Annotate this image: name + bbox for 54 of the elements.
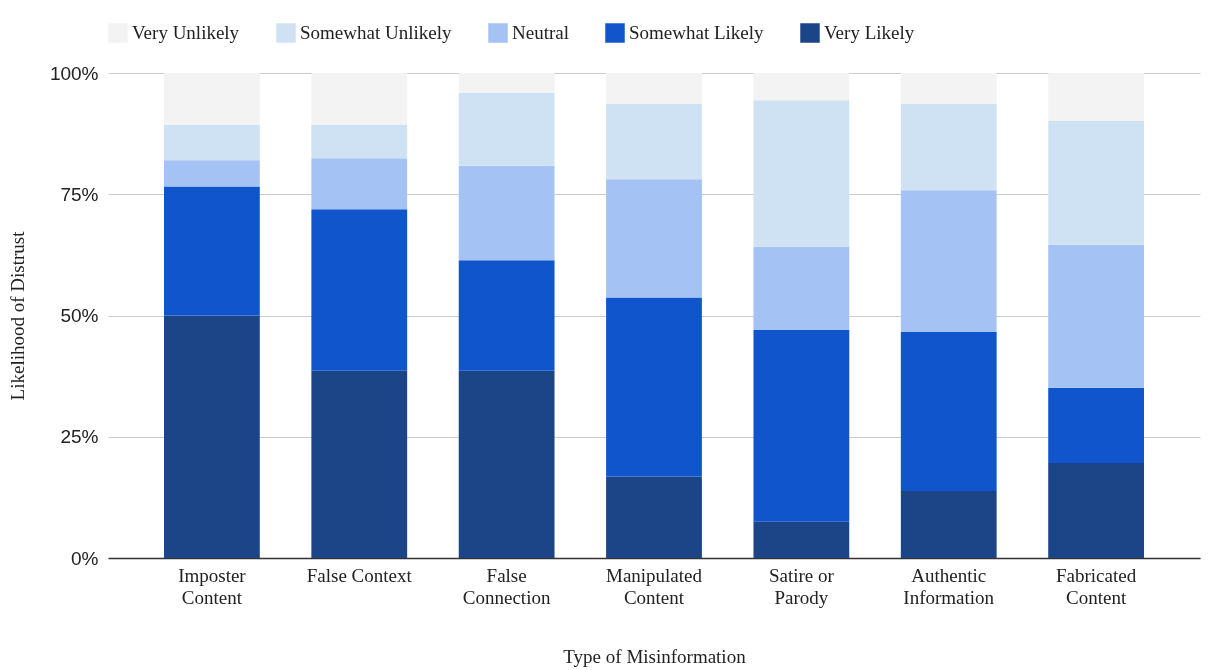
legend-label: Somewhat Likely — [629, 22, 765, 43]
bar — [458, 92, 555, 166]
bar — [311, 73, 408, 125]
y-tick-label: 25% — [60, 426, 99, 448]
bar — [164, 186, 260, 316]
bar — [606, 297, 702, 477]
bar — [1048, 462, 1144, 558]
bar — [606, 179, 702, 298]
bar — [900, 491, 997, 558]
bar — [753, 521, 850, 558]
bar — [753, 330, 850, 522]
bar — [606, 73, 702, 105]
bar — [900, 73, 997, 105]
x-tick-label: Fabricated Content — [1056, 564, 1137, 608]
bar — [458, 260, 555, 371]
bar — [753, 73, 850, 101]
bar — [1048, 387, 1144, 463]
bar — [1048, 244, 1144, 388]
bar — [311, 209, 408, 371]
bar — [458, 73, 555, 93]
bar — [900, 190, 997, 332]
legend-label: Very Unlikely — [132, 22, 240, 43]
x-tick-label: Authentic Information — [903, 564, 995, 608]
bar — [753, 246, 850, 331]
bar — [311, 124, 408, 159]
y-tick-label: 75% — [60, 183, 99, 205]
legend-label: Somewhat Unlikely — [300, 22, 452, 43]
x-tick-label: False Context — [306, 564, 413, 586]
bar — [164, 73, 260, 125]
y-tick-label: 50% — [60, 305, 99, 326]
y-tick-label: 0% — [71, 547, 99, 569]
bar — [753, 100, 850, 247]
y-axis-title: Likelihood of Distrust — [6, 230, 28, 401]
x-tick-label: Imposter Content — [178, 564, 247, 608]
bar — [164, 315, 260, 558]
x-axis-title: Type of Misinformation — [563, 645, 747, 667]
bar — [164, 124, 260, 161]
legend-label: Neutral — [512, 22, 569, 43]
y-tick-label: 100% — [49, 62, 99, 84]
bar — [164, 160, 260, 187]
bar — [606, 476, 702, 558]
x-tick-label: False Connection — [462, 564, 551, 608]
bar — [311, 158, 408, 210]
x-tick-label: Satire or Parody — [768, 564, 835, 608]
bar — [458, 165, 555, 261]
x-tick-label: Manipulated Content — [605, 564, 703, 608]
bar — [900, 104, 997, 191]
bar — [1048, 73, 1144, 122]
bar — [1048, 121, 1144, 245]
bar — [458, 370, 555, 558]
legend-label: Very Likely — [824, 22, 915, 43]
bar — [311, 370, 408, 558]
bar — [606, 104, 702, 180]
bar — [900, 331, 997, 492]
